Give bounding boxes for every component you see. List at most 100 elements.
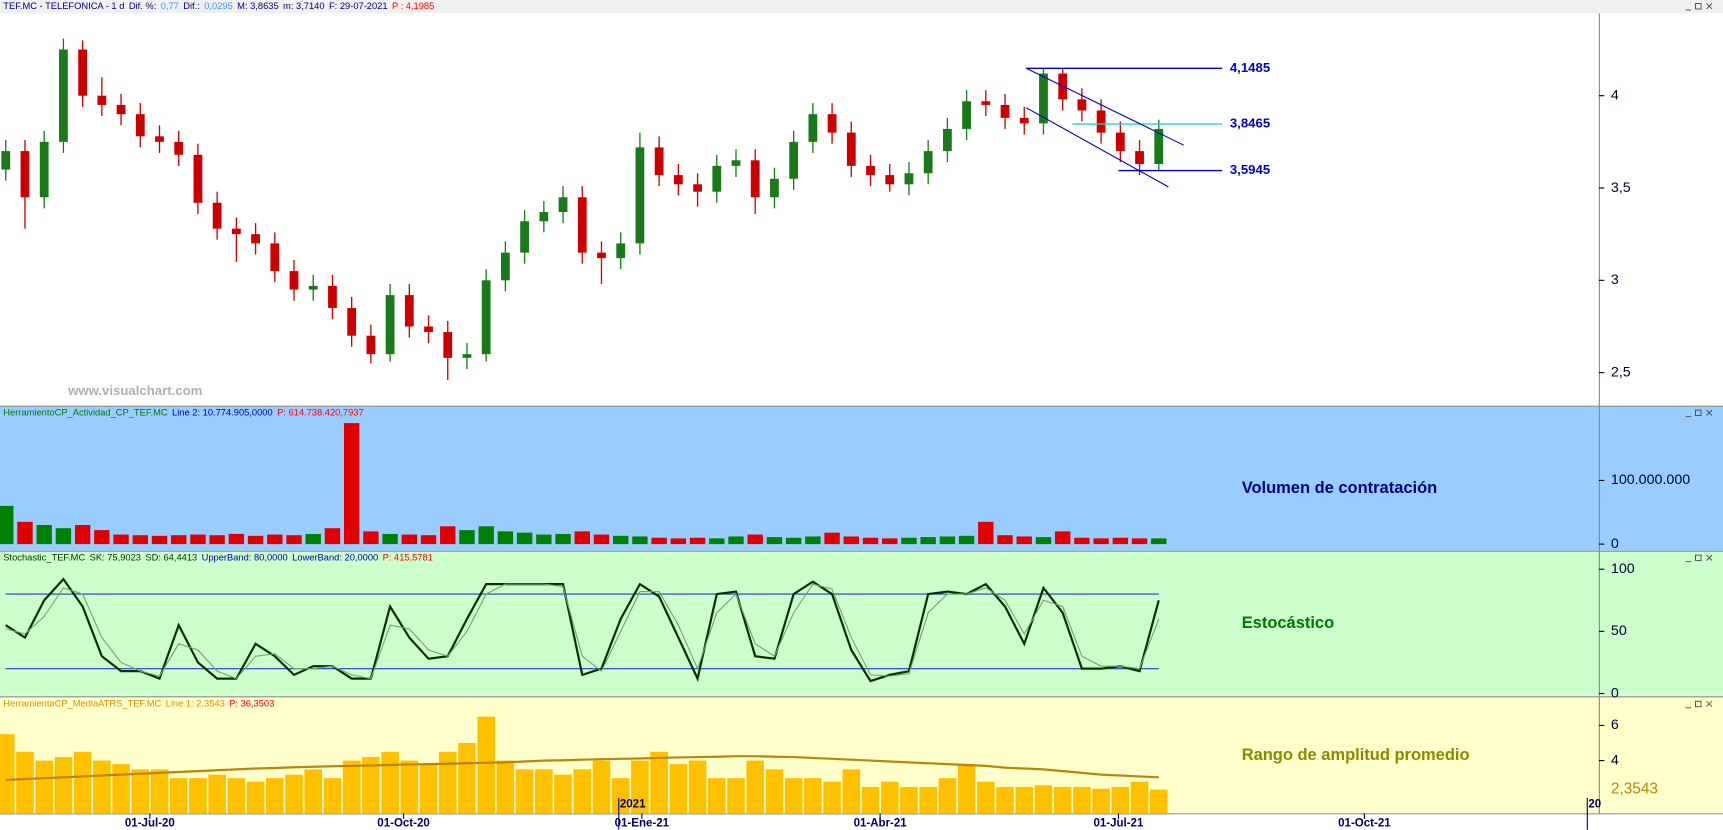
candle-body [673, 175, 683, 185]
volume-bar [363, 531, 379, 545]
last-value-label: 2,3543 [1611, 781, 1658, 798]
candle-body [404, 295, 414, 327]
atr-bar [746, 760, 765, 814]
volume-bar [459, 530, 475, 545]
atr-bar [1130, 781, 1149, 814]
y-tick-label: 0 [1611, 685, 1619, 701]
header-item: P: 415,5781 [383, 553, 433, 563]
atr-bar [784, 778, 803, 814]
volume-bar [94, 530, 110, 545]
atr-bar [381, 751, 399, 814]
volume-bar [574, 531, 590, 545]
volume-bar [997, 535, 1013, 545]
panel-header: HerramientaCP_MediaATRS_TEF.MC Line 1: 2,… [3, 699, 274, 709]
atr-bar [458, 743, 476, 814]
year-label: 2021 [620, 799, 646, 811]
candle-body [520, 221, 530, 253]
atr-bar [842, 769, 861, 814]
volume-bar [1074, 537, 1090, 545]
candle-body [770, 178, 779, 198]
atr-bar [16, 751, 34, 814]
candle-body [251, 234, 260, 244]
volume-bar [805, 536, 821, 545]
candle-body [635, 147, 645, 244]
atr-bar [266, 778, 284, 814]
atr-bar [35, 760, 53, 814]
header-item: P: 36,3503 [229, 699, 274, 709]
trend-line [1025, 67, 1184, 146]
atr-bar [688, 760, 707, 814]
atr-bar [919, 786, 937, 814]
candle-body [193, 154, 203, 203]
volume-bar [305, 533, 321, 545]
panel-header: HerramientoCP_Actividad_CP_TEF.MC Line 2:… [3, 408, 363, 418]
y-tick-label: 2,5 [1611, 364, 1631, 380]
candle-body [789, 141, 799, 179]
volume-bar [132, 535, 148, 545]
volume-bar [420, 535, 437, 545]
volume-bar [1093, 538, 1109, 545]
volume-bar [113, 534, 129, 545]
x-axis-area [0, 813, 1723, 830]
atr-bar [957, 764, 976, 814]
volume-bar [55, 528, 72, 545]
header-item: Line 2: 10.774.905,0000 [172, 408, 273, 418]
candle-body [942, 128, 952, 152]
header-item: 0,0295 [204, 1, 233, 11]
volume-bar [228, 533, 245, 545]
header-item: F: 29-07-2021 [329, 1, 388, 11]
candle-body [97, 95, 107, 105]
volume-bar [267, 534, 283, 545]
volume-bar [593, 534, 610, 545]
volume-bar [324, 528, 341, 545]
atr-bar [1092, 788, 1110, 814]
candle-body [1096, 110, 1106, 133]
stochastic-panel [0, 551, 1723, 696]
atr-bar [0, 734, 15, 814]
volume-bar [958, 535, 975, 545]
candle-body [693, 184, 702, 192]
volume-bar [766, 537, 783, 545]
panel-title: Volumen de contratación [1242, 479, 1438, 497]
volume-bar [670, 538, 687, 545]
header-item: P : 4,1985 [392, 1, 434, 11]
volume-panel [0, 406, 1723, 551]
candle-body [904, 173, 914, 185]
atr-bar [477, 716, 495, 814]
atr-bar [304, 769, 323, 814]
atr-bar [208, 774, 226, 814]
volume-bar [862, 537, 879, 545]
volume-bar [151, 535, 168, 545]
trend-line [1025, 107, 1169, 188]
atr-bar [227, 778, 246, 814]
candle-body [501, 252, 510, 281]
price-panel [0, 13, 1723, 406]
volume-bar [36, 525, 52, 545]
volume-bar [190, 534, 206, 545]
header-item: HerramientaCP_MediaATRS_TEF.MC [3, 699, 161, 709]
candle-body [981, 101, 991, 105]
candle-body [270, 243, 280, 272]
volume-bar [1151, 538, 1167, 545]
header-item: Stochastic_TEF.MC [3, 553, 85, 563]
atr-bar [823, 781, 841, 814]
y-tick-label: 4 [1611, 87, 1619, 103]
candle-body [962, 101, 971, 129]
window-controls[interactable] [1685, 3, 1713, 709]
candle-body [750, 160, 760, 198]
volume-bar [939, 536, 956, 545]
atr-bar [189, 778, 207, 814]
header-item: UpperBand: 80,0000 [202, 553, 288, 563]
atr-bar [342, 760, 361, 814]
panel-borders [0, 13, 1723, 815]
candle-body [347, 308, 357, 336]
volume-bar [478, 526, 494, 545]
y-tick-label: 3,5 [1611, 180, 1631, 196]
volume-bar [728, 536, 744, 545]
candle-body [1039, 73, 1048, 124]
volume-bar [516, 532, 533, 545]
y-tick-label: 0 [1611, 536, 1619, 552]
stochastic-line [5, 583, 1160, 680]
atr-bar [804, 778, 822, 814]
candle-body [808, 114, 818, 142]
